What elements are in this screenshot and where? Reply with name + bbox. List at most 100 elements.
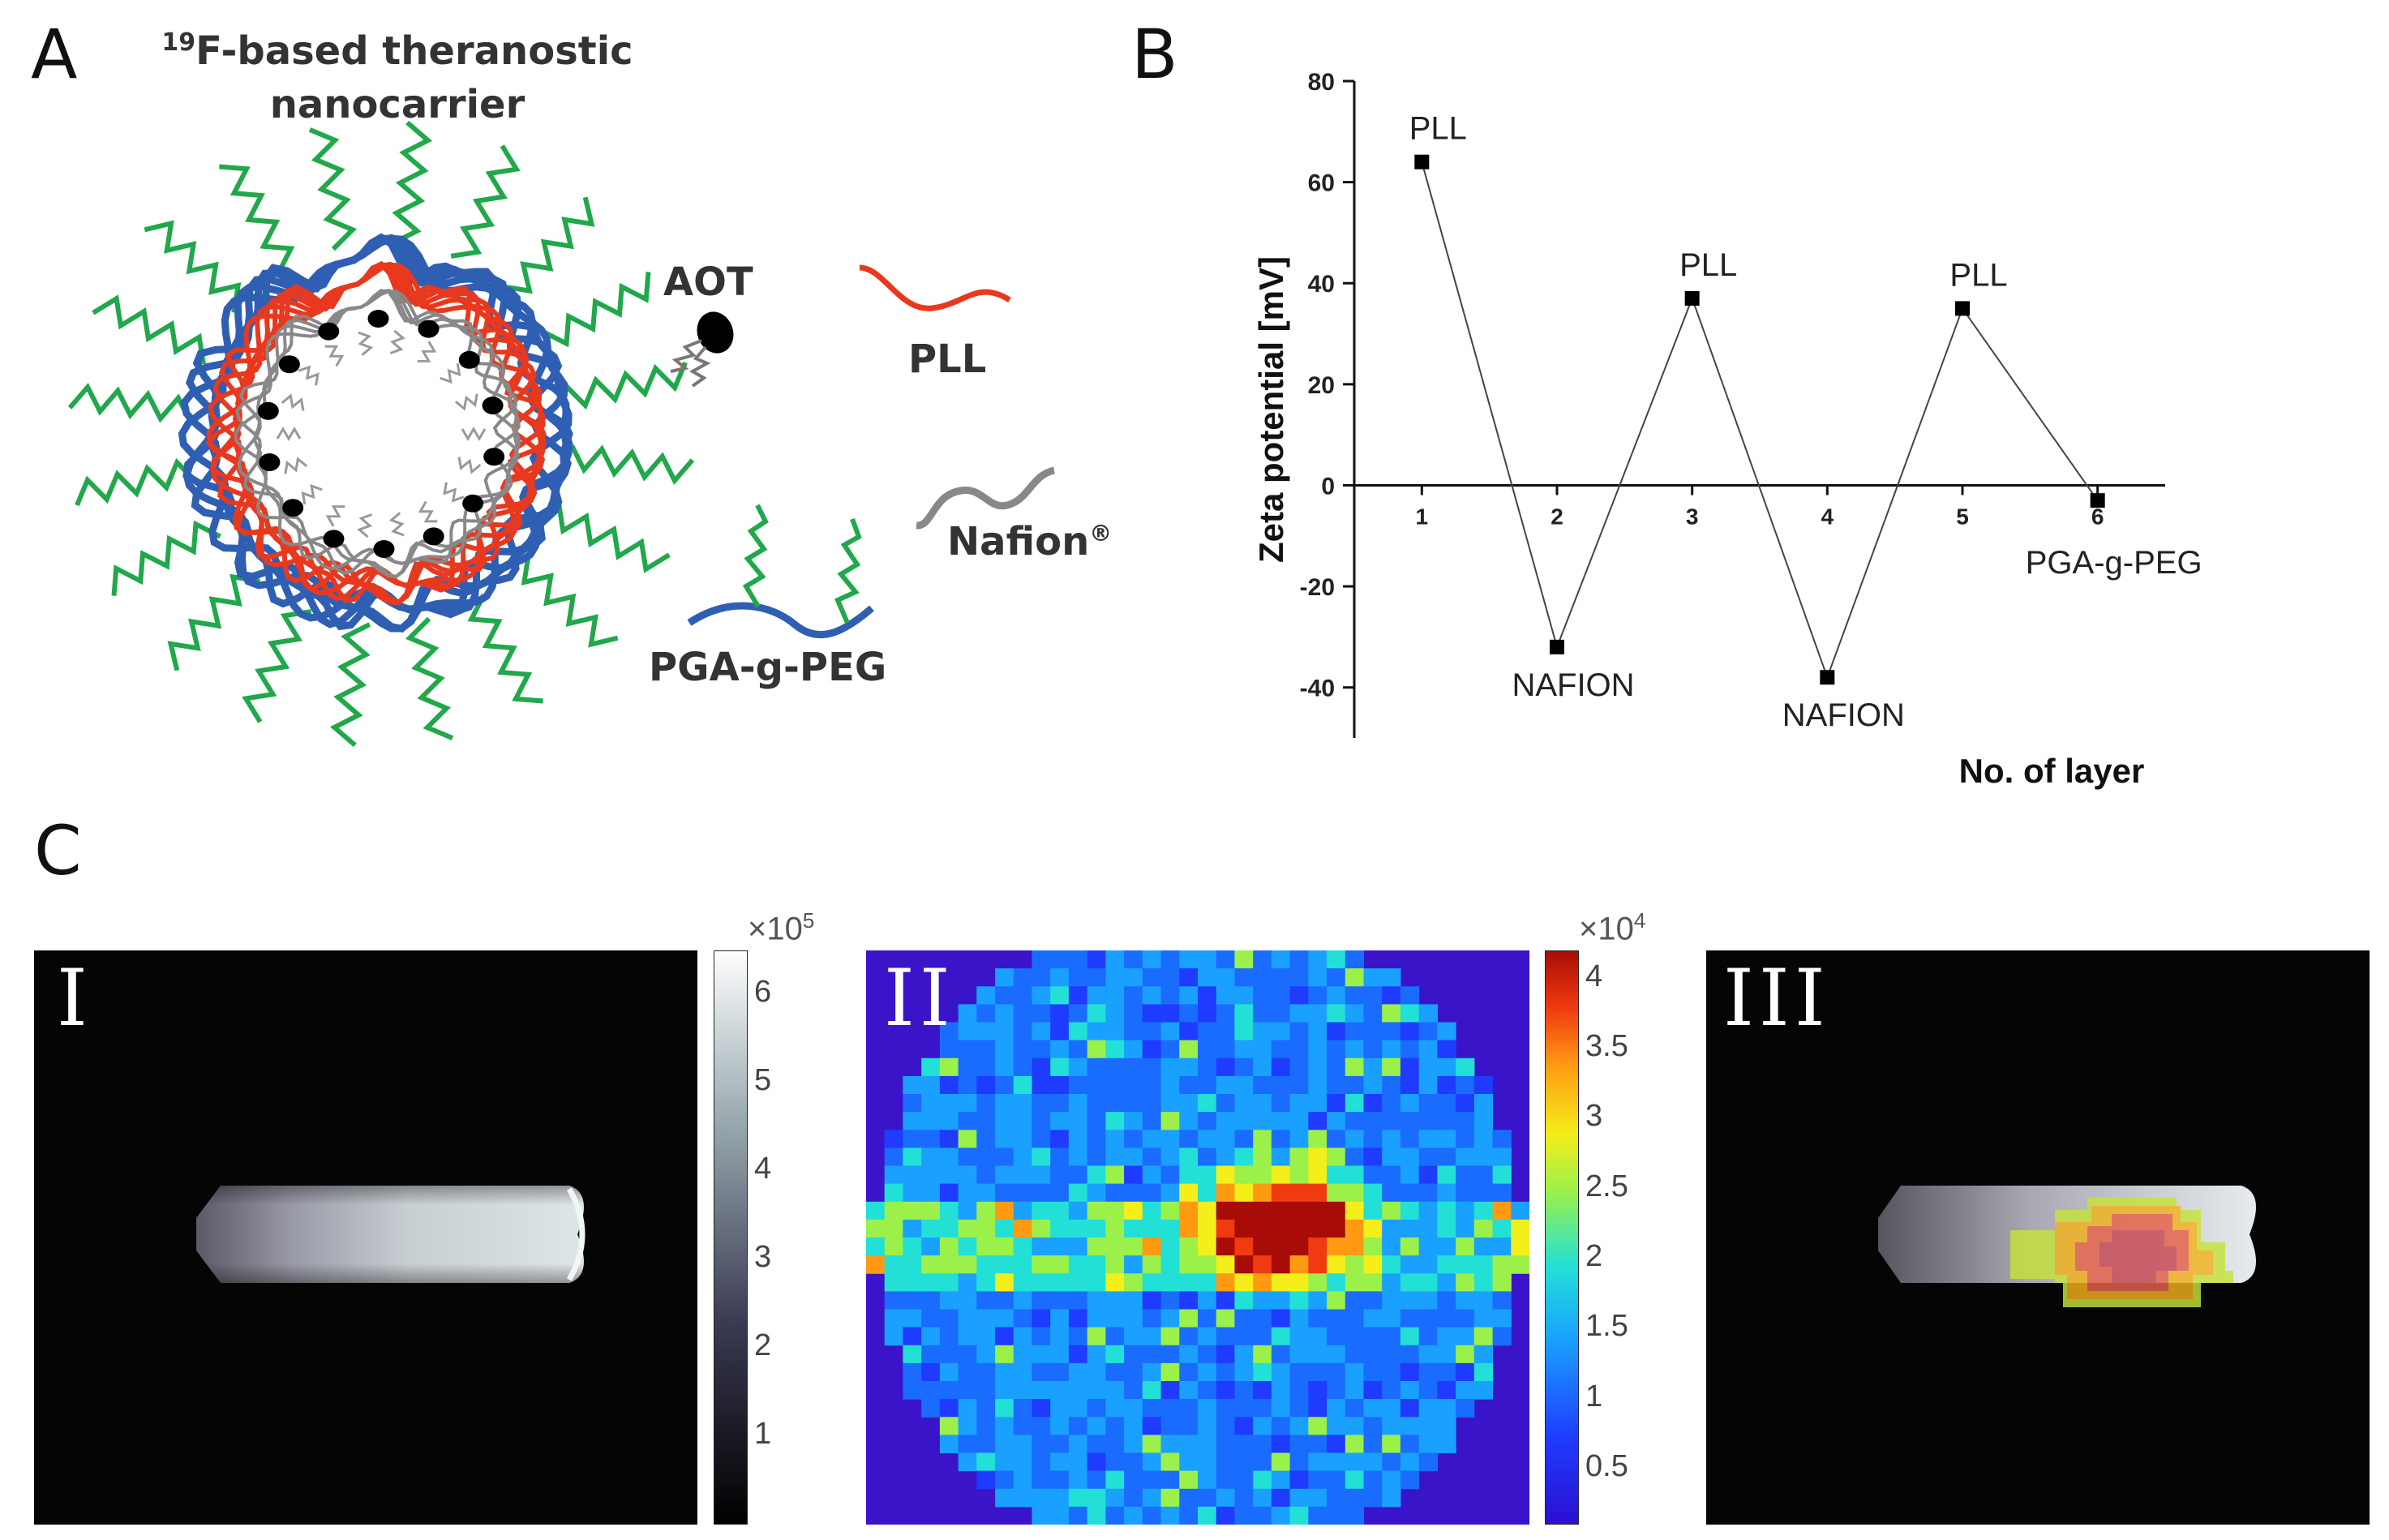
heatmap-cell [958,1022,977,1041]
heatmap-cell [1105,1201,1125,1220]
heatmap-cell [884,1255,903,1274]
heatmap-cell [1400,1362,1420,1382]
heatmap-cell [1087,1435,1106,1454]
heatmap-cell [1289,1345,1309,1364]
heatmap-cell [1382,1327,1401,1346]
heatmap-cell [1289,1147,1309,1167]
heatmap-cell [1068,1362,1088,1382]
heatmap-cell [1142,1238,1162,1256]
peg-chain [405,616,454,740]
heatmap-cell [1253,1327,1272,1346]
heatmap-cell [1327,1291,1346,1311]
heatmap-cell [1345,986,1365,1005]
heatmap-cell [1492,1291,1512,1311]
heatmap-cell [1013,968,1033,987]
heatmap-cell [1327,1327,1346,1346]
heatmap-cell [1179,1435,1199,1454]
heatmap-cell [1363,1022,1383,1041]
heatmap-cell [1308,1435,1327,1454]
heatmap-cell [1418,1399,1438,1418]
heatmap-cell [939,1238,959,1256]
heatmap-cell [939,1381,959,1400]
heatmap-cell [1050,986,1070,1005]
heatmap-cell [1142,1112,1162,1130]
heatmap-cell [976,1094,996,1113]
aot-tail [454,393,478,411]
chart-points [1414,154,2105,685]
heatmap-cell [976,1255,996,1274]
heatmap-cell [1179,1201,1199,1220]
heatmap-cell [1087,1452,1106,1472]
heatmap-cell [1142,1309,1162,1328]
heatmap-cell [1216,968,1235,987]
heatmap-cell [1105,1362,1125,1382]
heatmap-cell [976,1435,996,1454]
heatmap-cell [1253,1022,1272,1041]
title-line2: nanocarrier [269,82,525,127]
heatmap-cell [903,1273,922,1292]
heatmap-cell [1234,1399,1254,1418]
heatmap-cell [1271,1506,1291,1525]
heatmap-cell [1087,1255,1106,1274]
heatmap-cell [1142,1506,1162,1525]
heatmap-cell [1142,1094,1162,1113]
heatmap-cell [1234,1219,1254,1238]
heatmap-cell [1068,1183,1088,1203]
heatmap-cell [1437,1165,1456,1185]
peg-chain [242,609,312,723]
heatmap-cell [1013,1130,1033,1148]
colorbar-i [714,950,748,1525]
heatmap-cell [1345,1022,1365,1041]
heatmap-cell [1271,1094,1291,1113]
heatmap-cell [1511,1238,1529,1256]
heatmap-cell [1198,1309,1217,1328]
heatmap-cell [1234,1130,1254,1148]
heatmap-cell [1308,968,1327,987]
heatmap-cell [1308,1327,1327,1346]
heatmap-cell [1013,1112,1033,1130]
heatmap-cell [1160,1452,1180,1472]
heatmap-cell [1013,1094,1033,1113]
heatmap-cell [1068,1147,1088,1167]
heatmap-cell [1400,1201,1420,1220]
heatmap-cell [1308,1399,1327,1418]
heatmap-cell [1345,1470,1365,1490]
heatmap-cell [1216,1201,1235,1220]
heatmap-cell [1289,1362,1309,1382]
heatmap-cell [1456,1094,1475,1113]
heatmap-cell [1253,1201,1272,1220]
heatmap-cell [995,1345,1014,1364]
heatmap-cell [903,1075,922,1095]
heatmap-cell [1179,1362,1199,1382]
heatmap-cell [1160,986,1180,1005]
heatmap-cell [1198,1094,1217,1113]
heatmap-cell [1198,1201,1217,1220]
heatmap-cell [1105,1022,1125,1041]
heatmap-cell [1253,1452,1272,1472]
heatmap-cell [995,1165,1014,1185]
heatmap-cell [976,1057,996,1077]
heatmap-cell [1271,1201,1291,1220]
heatmap-cell [958,1112,977,1130]
peg-chain [569,444,695,486]
heatmap-cell [1124,1362,1143,1382]
heatmap-cell [1160,1327,1180,1346]
heatmap-cell [1198,1147,1217,1167]
heatmap-cell [1289,1452,1309,1472]
heatmap-cell [1179,1506,1199,1525]
aot-tail [298,365,320,386]
heatmap-cell [1216,1094,1235,1113]
peg-chain [521,555,619,648]
heatmap-cell [1179,1470,1199,1490]
aot-tail [324,345,345,367]
heatmap-cell [903,1309,922,1328]
heatmap-cell [1142,1488,1162,1508]
heatmap-cell [1289,1165,1309,1185]
heatmap-cell [921,1201,941,1220]
heatmap-cell [1234,1381,1254,1400]
heatmap-cell [1363,1219,1383,1238]
heatmap-cell [939,1255,959,1274]
heatmap-cell [1142,1165,1162,1185]
heatmap-cell [1308,1273,1327,1292]
heatmap-cell [1124,1381,1143,1400]
